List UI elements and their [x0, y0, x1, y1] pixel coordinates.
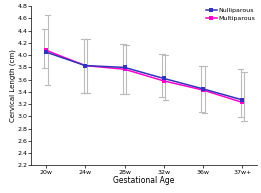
Nulliparous [123, 66, 126, 69]
Multiparous [241, 101, 244, 103]
Nulliparous [241, 99, 244, 101]
Multiparous [162, 80, 165, 82]
X-axis label: Gestational Age: Gestational Age [114, 176, 175, 185]
Nulliparous [44, 51, 48, 53]
Multiparous [44, 49, 48, 51]
Nulliparous [162, 77, 165, 80]
Multiparous [201, 89, 205, 91]
Y-axis label: Cervical Length (cm): Cervical Length (cm) [9, 49, 16, 122]
Legend: Nulliparous, Multiparous: Nulliparous, Multiparous [205, 7, 256, 22]
Line: Nulliparous: Nulliparous [44, 50, 244, 102]
Nulliparous [201, 88, 205, 90]
Multiparous [123, 68, 126, 70]
Nulliparous [84, 64, 87, 67]
Multiparous [84, 64, 87, 67]
Line: Multiparous: Multiparous [44, 48, 244, 104]
